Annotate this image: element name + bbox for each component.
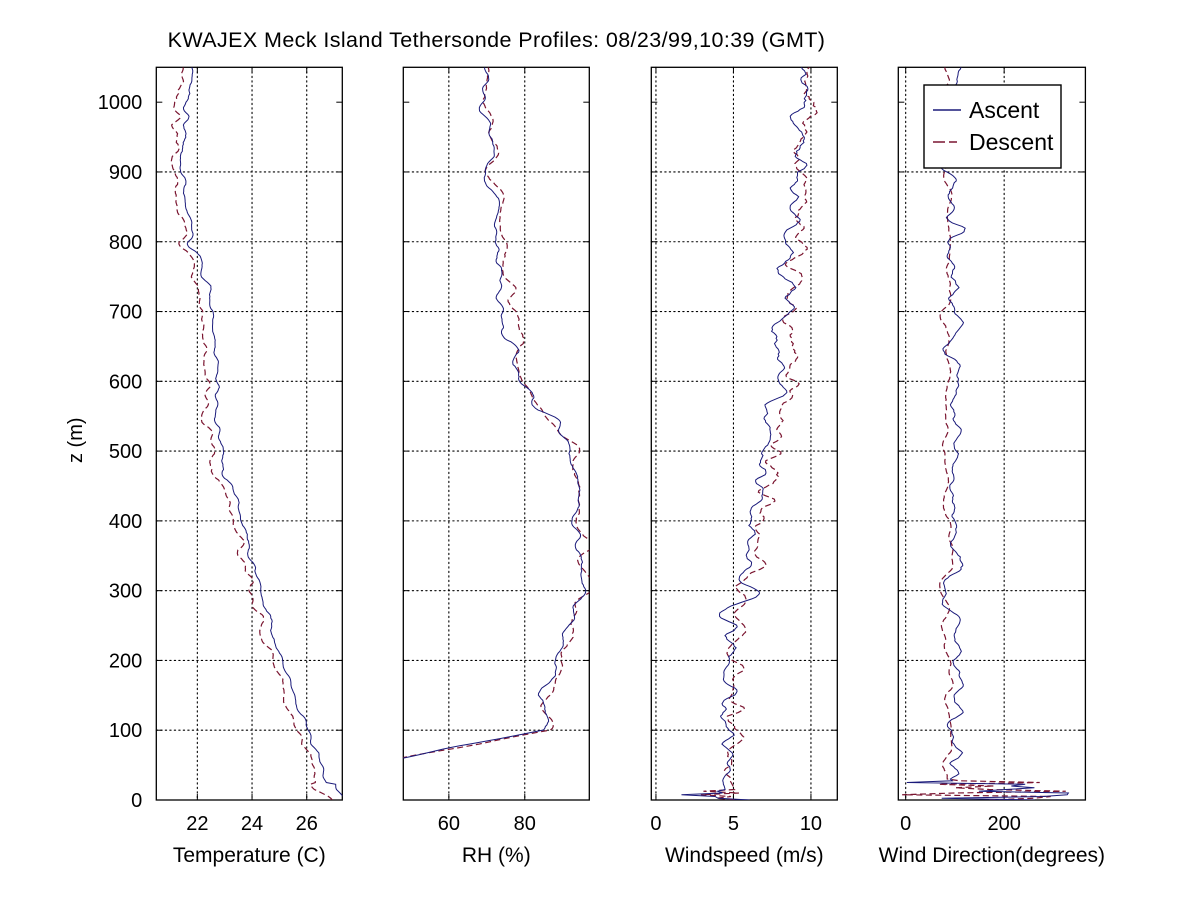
svg-text:300: 300 xyxy=(109,581,142,603)
svg-text:500: 500 xyxy=(109,441,142,463)
svg-text:24: 24 xyxy=(241,813,263,835)
svg-text:200: 200 xyxy=(109,650,142,672)
svg-text:Descent: Descent xyxy=(969,129,1054,155)
svg-text:Ascent: Ascent xyxy=(969,97,1040,123)
svg-text:10: 10 xyxy=(800,813,822,835)
svg-text:200: 200 xyxy=(987,813,1020,835)
svg-text:0: 0 xyxy=(900,813,911,835)
svg-text:Windspeed (m/s): Windspeed (m/s) xyxy=(665,844,824,867)
svg-text:0: 0 xyxy=(131,790,142,812)
svg-text:100: 100 xyxy=(109,720,142,742)
svg-text:900: 900 xyxy=(109,162,142,184)
svg-text:80: 80 xyxy=(514,813,536,835)
svg-text:26: 26 xyxy=(296,813,318,835)
svg-text:22: 22 xyxy=(186,813,208,835)
svg-text:1000: 1000 xyxy=(98,92,143,114)
svg-text:60: 60 xyxy=(438,813,460,835)
svg-text:700: 700 xyxy=(109,302,142,324)
svg-text:800: 800 xyxy=(109,232,142,254)
svg-text:RH (%): RH (%) xyxy=(462,844,531,867)
svg-text:Wind Direction(degrees): Wind Direction(degrees) xyxy=(879,844,1105,867)
svg-text:400: 400 xyxy=(109,511,142,533)
svg-text:600: 600 xyxy=(109,371,142,393)
svg-text:Temperature (C): Temperature (C) xyxy=(173,844,326,867)
svg-text:0: 0 xyxy=(650,813,661,835)
svg-text:5: 5 xyxy=(728,813,739,835)
